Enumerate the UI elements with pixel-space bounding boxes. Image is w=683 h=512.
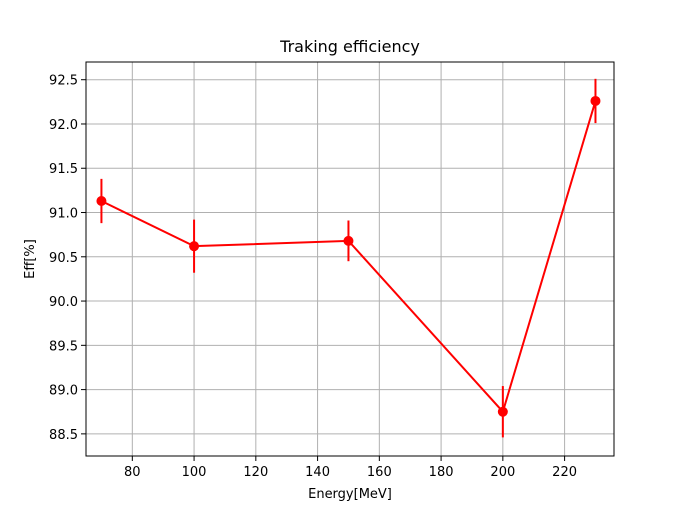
- grid: [86, 62, 614, 456]
- x-tick-label: 80: [124, 465, 141, 480]
- plot-frame: [85, 61, 615, 457]
- x-tick-label: 180: [429, 465, 454, 480]
- chart-title: Traking efficiency: [279, 37, 420, 56]
- y-tick-label: 91.5: [49, 162, 78, 177]
- data-point: [497, 406, 508, 417]
- y-tick-label: 90.5: [49, 251, 78, 266]
- y-tick-label: 90.0: [49, 295, 78, 310]
- y-ticks: 88.5 89.0 89.5 90.0 90.5 91.0 91.5 92.0 92.5: [49, 74, 86, 443]
- y-tick-label: 89.0: [49, 384, 78, 399]
- x-tick-label: 140: [305, 465, 330, 480]
- plot-background: [86, 62, 614, 456]
- data-point: [189, 241, 200, 252]
- data-point: [343, 235, 354, 246]
- data-point: [96, 196, 107, 207]
- x-tick-label: 100: [182, 465, 207, 480]
- x-tick-label: 160: [367, 465, 392, 480]
- y-tick-label: 91.0: [49, 207, 78, 222]
- y-tick-label: 92.0: [49, 118, 78, 133]
- y-tick-label: 92.5: [49, 74, 78, 89]
- data-point: [590, 95, 601, 106]
- x-axis-label: Energy[MeV]: [308, 487, 392, 502]
- x-ticks: 80 100 120 140 160 180 200 220: [124, 456, 577, 480]
- x-tick-label: 200: [490, 465, 515, 480]
- y-tick-label: 89.5: [49, 339, 78, 354]
- series: [96, 78, 601, 438]
- x-tick-label: 220: [552, 465, 577, 480]
- x-tick-label: 120: [243, 465, 268, 480]
- y-axis-label: Eff[%]: [23, 239, 38, 279]
- y-tick-label: 88.5: [49, 428, 78, 443]
